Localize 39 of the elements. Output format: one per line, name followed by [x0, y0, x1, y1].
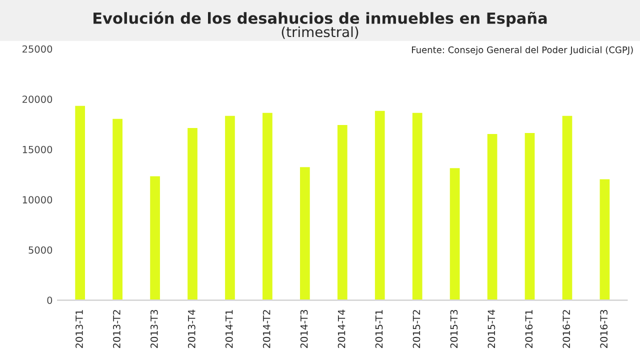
bar [298, 166, 312, 300]
bar [148, 174, 162, 300]
bar [448, 166, 462, 300]
x-tick-label: 2016-T1 [525, 310, 533, 348]
x-tick-label: 2015-T3 [450, 310, 458, 348]
x-tick-label: 2016-T3 [600, 310, 608, 348]
bar [74, 104, 86, 300]
y-tick-label: 5000 [28, 246, 52, 254]
y-tick-label: 25000 [22, 45, 52, 53]
bar [224, 114, 236, 300]
y-tick-label: 15000 [22, 146, 52, 154]
bar [186, 126, 199, 300]
y-tick-label: 0 [47, 296, 52, 304]
annotation: Fuente: Consejo General del Poder Judicial (CGPJ) [412, 46, 633, 55]
x-tick-label: 2014-T1 [225, 310, 233, 348]
bar [374, 109, 386, 300]
bar [336, 124, 349, 300]
x-tick-label: 2015-T1 [375, 310, 383, 348]
x-tick-label: 2013-T4 [188, 310, 196, 348]
x-tick-label: 2015-T4 [488, 310, 496, 348]
bar [486, 132, 499, 300]
y-tick-label: 10000 [22, 196, 52, 204]
bar [560, 114, 574, 300]
bar [411, 111, 424, 300]
x-tick-label: 2013-T3 [150, 310, 158, 348]
x-tick-label: 2015-T2 [412, 310, 420, 348]
y-tick-label: 20000 [22, 96, 52, 103]
chart-subtitle: (trimestral) [282, 26, 358, 39]
x-tick-label: 2013-T2 [113, 310, 120, 348]
bar [261, 111, 274, 300]
x-tick-label: 2014-T4 [338, 310, 346, 348]
chart-title: Evolución de los desahucios de inmuebles en España [94, 11, 547, 27]
bar [111, 118, 124, 300]
x-tick-label: 2014-T2 [262, 310, 270, 348]
x-tick-label: 2014-T3 [300, 310, 308, 348]
bar [523, 132, 536, 300]
x-tick-label: 2016-T2 [562, 310, 570, 348]
x-tick-label: 2013-T1 [76, 310, 83, 348]
bar [598, 178, 612, 300]
